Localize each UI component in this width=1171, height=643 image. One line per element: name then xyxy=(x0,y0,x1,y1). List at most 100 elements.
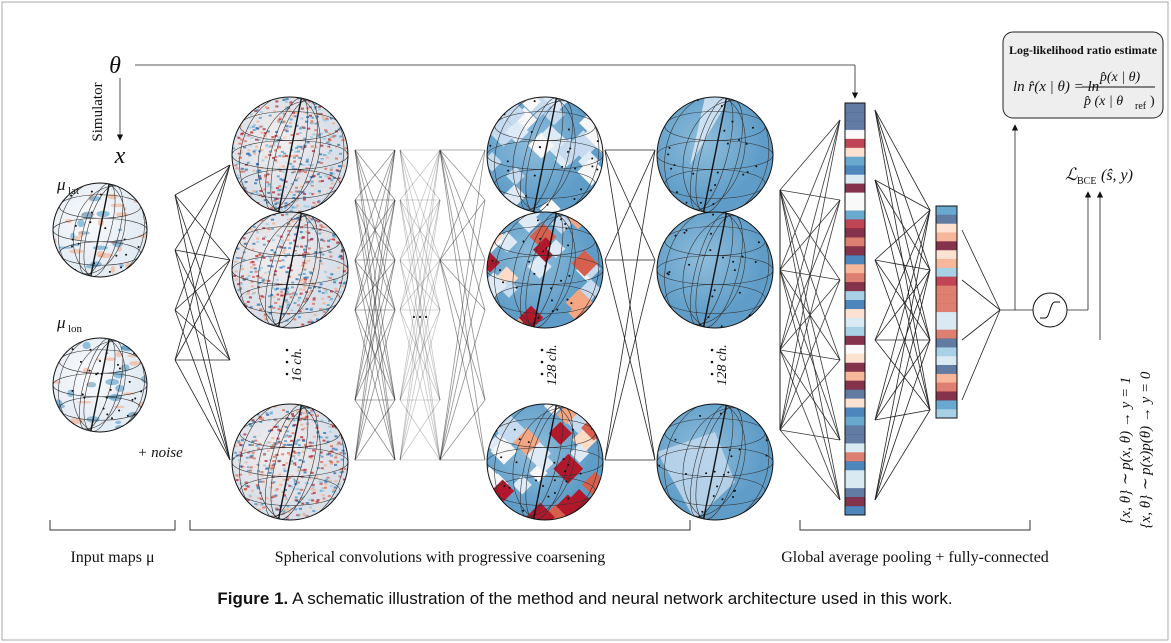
grid-dot xyxy=(99,360,101,362)
noise-pixel xyxy=(255,179,258,181)
grid-dot xyxy=(550,287,552,289)
noise-pixel xyxy=(286,411,289,413)
noise-pixel xyxy=(247,301,250,303)
noise-pixel xyxy=(247,137,250,139)
dot xyxy=(286,349,289,352)
noise-pixel xyxy=(255,306,258,308)
noise-pixel xyxy=(320,437,323,439)
label: … xyxy=(411,302,429,322)
noise-pixel xyxy=(308,247,311,249)
grid-dot xyxy=(544,265,546,267)
noise-pixel xyxy=(275,489,278,491)
grid-dot xyxy=(723,474,725,476)
noise-pixel xyxy=(267,230,270,232)
noise-pixel xyxy=(259,117,262,119)
vector-cell xyxy=(845,300,865,309)
noise-pixel xyxy=(275,105,278,107)
noise-pixel xyxy=(322,302,325,304)
grid-dot xyxy=(553,462,555,464)
vector-cell xyxy=(936,312,957,321)
grid-dot xyxy=(572,429,574,431)
caption-text: A schematic illustration of the method a… xyxy=(288,589,952,608)
noise-pixel xyxy=(339,452,342,454)
noise-pixel xyxy=(297,449,300,451)
noise-pixel xyxy=(241,168,244,170)
noise-pixel xyxy=(249,296,252,298)
noise-pixel xyxy=(276,288,279,290)
vector-cell xyxy=(845,506,865,515)
noise-pixel xyxy=(303,286,306,288)
noise-pixel xyxy=(253,264,256,266)
noise-pixel xyxy=(311,186,314,188)
noise-pixel xyxy=(285,213,288,215)
vector-cell xyxy=(845,381,865,390)
label: Input maps μ xyxy=(70,549,154,566)
noise-pixel xyxy=(296,435,299,437)
noise-pixel xyxy=(297,299,300,301)
noise-pixel xyxy=(268,154,271,156)
vector-cell xyxy=(936,303,957,312)
noise-pixel xyxy=(337,442,340,444)
grid-dot xyxy=(708,316,710,318)
vector-cell xyxy=(845,327,865,336)
noise-pixel xyxy=(315,292,318,294)
noise-pixel xyxy=(320,420,323,422)
vector-cell xyxy=(845,345,865,354)
noise-pixel xyxy=(324,464,327,466)
noise-pixel xyxy=(289,163,292,165)
noise-pixel xyxy=(307,128,310,130)
caption-label: Figure 1. xyxy=(217,589,288,608)
noise-pixel xyxy=(323,311,326,313)
noise-pixel xyxy=(281,106,284,108)
grid-dot xyxy=(542,250,544,252)
grid-dot xyxy=(109,271,111,273)
noise-pixel xyxy=(304,471,307,473)
vector-cell xyxy=(936,259,957,268)
noise-pixel xyxy=(303,273,306,275)
grid-dot xyxy=(537,219,539,221)
noise-pixel xyxy=(303,249,306,251)
vector-cell xyxy=(845,112,865,121)
noise-pixel xyxy=(238,442,241,444)
noise-pixel xyxy=(292,115,295,117)
label: μ xyxy=(56,313,66,332)
vector-cell xyxy=(845,175,865,184)
noise-pixel xyxy=(304,224,307,226)
noise-pixel xyxy=(289,101,292,103)
noise-pixel xyxy=(298,316,301,318)
noise-pixel xyxy=(343,472,346,474)
noise-pixel xyxy=(271,498,274,500)
noise-pixel xyxy=(272,460,275,462)
noise-pixel xyxy=(259,277,262,279)
grid-dot xyxy=(692,173,694,175)
grid-dot xyxy=(705,472,707,474)
noise-pixel xyxy=(286,442,289,444)
grid-dot xyxy=(591,165,593,167)
noise-pixel xyxy=(295,253,298,255)
noise-pixel xyxy=(276,187,279,189)
noise-pixel xyxy=(325,292,328,294)
noise-pixel xyxy=(296,133,299,135)
feature xyxy=(123,392,136,395)
noise-pixel xyxy=(334,464,337,466)
noise-pixel xyxy=(311,122,314,124)
grid-dot xyxy=(110,389,112,391)
grid-dot xyxy=(91,212,93,214)
noise-pixel xyxy=(247,149,250,151)
noise-pixel xyxy=(310,120,313,122)
noise-pixel xyxy=(330,273,333,275)
noise-pixel xyxy=(266,223,269,225)
noise-pixel xyxy=(332,146,335,148)
noise-pixel xyxy=(251,419,254,421)
noise-pixel xyxy=(247,486,250,488)
grid-dot xyxy=(551,299,553,301)
noise-pixel xyxy=(265,412,268,414)
grid-dot xyxy=(573,198,575,200)
noise-pixel xyxy=(268,183,271,185)
noise-pixel xyxy=(284,161,287,163)
noise-pixel xyxy=(315,123,318,125)
vector-cell xyxy=(845,157,865,166)
noise-pixel xyxy=(276,279,279,281)
noise-pixel xyxy=(343,452,346,454)
noise-pixel xyxy=(281,151,284,153)
